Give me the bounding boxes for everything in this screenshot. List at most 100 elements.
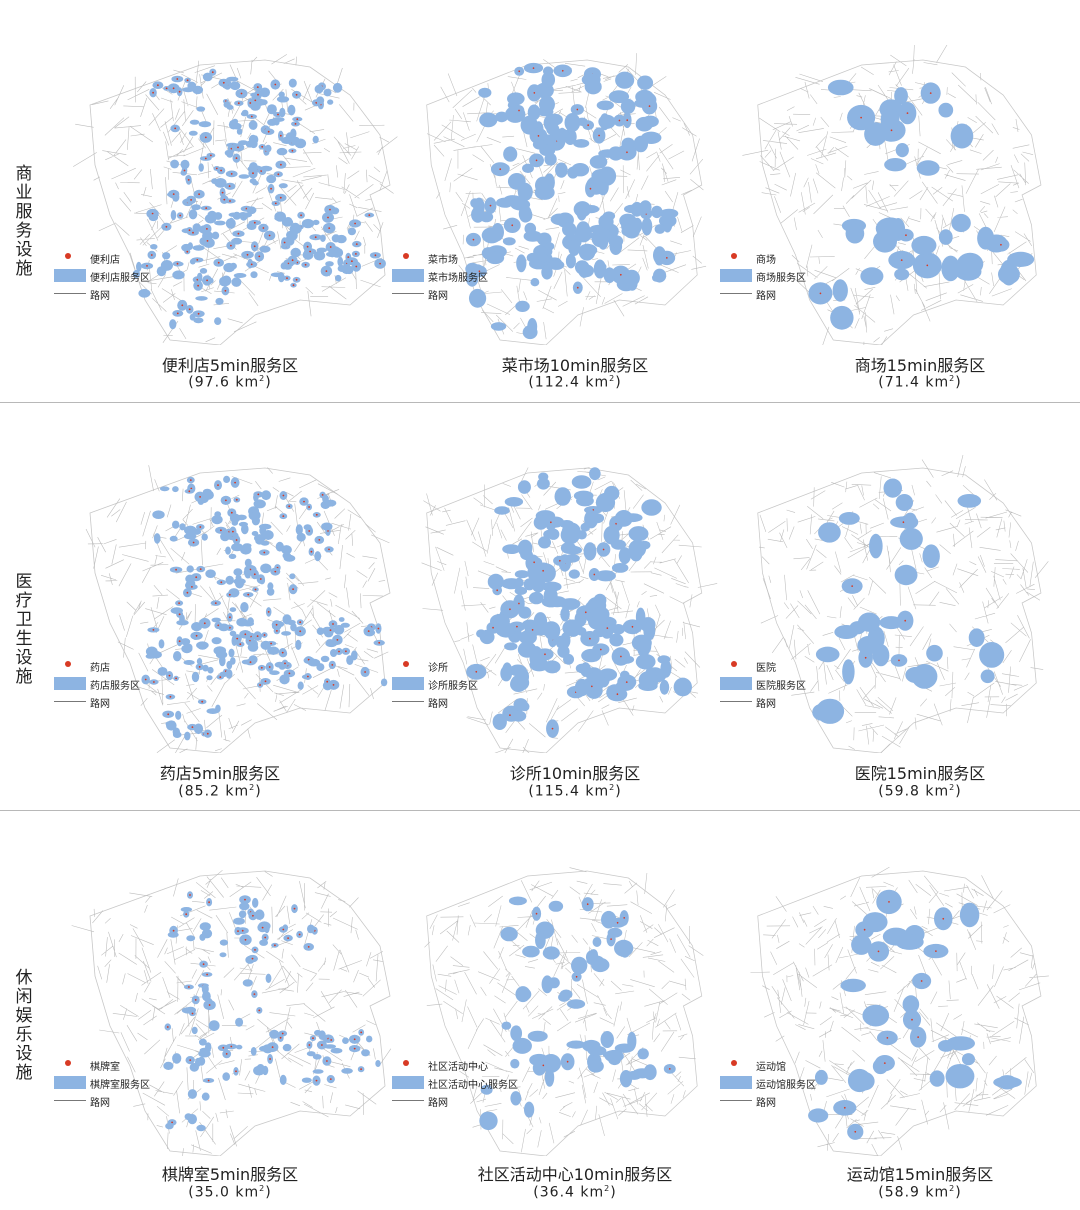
service-area (247, 642, 259, 652)
service-area (560, 606, 570, 622)
facility-point (906, 112, 909, 114)
service-area (968, 628, 985, 647)
service-area (571, 163, 590, 177)
service-area (192, 245, 205, 251)
facility-point (282, 928, 285, 931)
service-area (197, 272, 203, 281)
service-area (565, 253, 576, 269)
facility-point (181, 304, 184, 307)
service-area (312, 135, 319, 144)
facility-point (535, 159, 538, 162)
facility-point (329, 1078, 332, 1080)
service-area (158, 639, 165, 649)
service-area (508, 896, 527, 906)
service-area (179, 523, 186, 531)
facility-point (250, 263, 253, 266)
facility-point (235, 157, 238, 159)
facility-point (602, 548, 605, 551)
service-area (611, 624, 625, 635)
service-area (552, 128, 570, 139)
service-area (592, 628, 607, 638)
service-area (598, 234, 609, 250)
service-area (189, 119, 200, 125)
facility-point (367, 630, 370, 632)
service-area (208, 1020, 220, 1031)
facility-point (176, 262, 179, 265)
facility-point (178, 640, 181, 643)
service-area (213, 646, 227, 655)
service-area (583, 542, 597, 561)
service-area (290, 136, 297, 145)
service-area (211, 515, 223, 525)
facility-point (929, 92, 932, 94)
facility-point (561, 69, 564, 72)
service-area (541, 264, 553, 280)
facility-point (237, 146, 239, 149)
facility-point (374, 254, 377, 257)
service-area (500, 926, 518, 942)
service-area (858, 612, 881, 632)
area-value: (85.2 km2) (55, 783, 385, 800)
service-area (255, 537, 265, 545)
service-area (337, 256, 344, 267)
service-area (202, 664, 209, 672)
facility-point (253, 993, 256, 995)
service-area (548, 900, 564, 912)
facility-point (338, 650, 340, 653)
facility-point (191, 1012, 194, 1015)
service-area (228, 648, 235, 658)
service-area (554, 487, 572, 506)
facility-point (168, 674, 171, 677)
service-area (187, 81, 197, 91)
area-value: (59.8 km2) (755, 783, 1080, 800)
facility-point (492, 626, 494, 629)
service-area (532, 139, 547, 150)
legend-area-label: 商场服务区 (756, 273, 806, 284)
service-area (290, 247, 301, 258)
service-area (279, 107, 286, 118)
facility-point (499, 168, 502, 171)
facility-point (511, 224, 514, 227)
facility-point (299, 621, 302, 624)
facility-point (532, 67, 535, 69)
facility-point (234, 481, 237, 484)
area-value: (97.6 km2) (65, 374, 395, 391)
facility-point (355, 253, 357, 255)
service-area (269, 1029, 280, 1039)
service-area (251, 516, 260, 526)
service-area (832, 279, 848, 302)
service-area (312, 219, 320, 226)
facility-point (199, 568, 202, 570)
service-area (518, 606, 532, 619)
facility-point (195, 576, 198, 579)
facility-point (537, 135, 540, 137)
unit-sup: 2 (249, 783, 256, 792)
service-area (522, 163, 534, 173)
service-area (614, 939, 634, 957)
facility-point (202, 963, 205, 966)
facility-point (298, 933, 301, 936)
service-area (240, 111, 247, 117)
service-area (512, 1037, 532, 1054)
facility-point (330, 1039, 333, 1041)
facility-point (353, 1047, 356, 1050)
service-area (249, 139, 258, 149)
service-area (264, 923, 270, 934)
point-symbol (403, 661, 409, 667)
facility-point (286, 277, 288, 279)
service-area (162, 252, 171, 260)
road-symbol (54, 701, 86, 702)
service-area (591, 169, 612, 183)
service-area (504, 642, 518, 651)
service-area (883, 478, 903, 498)
service-area (250, 271, 258, 279)
facility-point (294, 123, 297, 125)
service-area (278, 91, 285, 98)
service-area (228, 119, 239, 130)
service-area (187, 1089, 197, 1099)
road-symbol (54, 1100, 86, 1101)
service-area (491, 223, 504, 242)
facility-point (250, 115, 253, 118)
service-area (211, 617, 221, 623)
service-area (314, 551, 322, 562)
